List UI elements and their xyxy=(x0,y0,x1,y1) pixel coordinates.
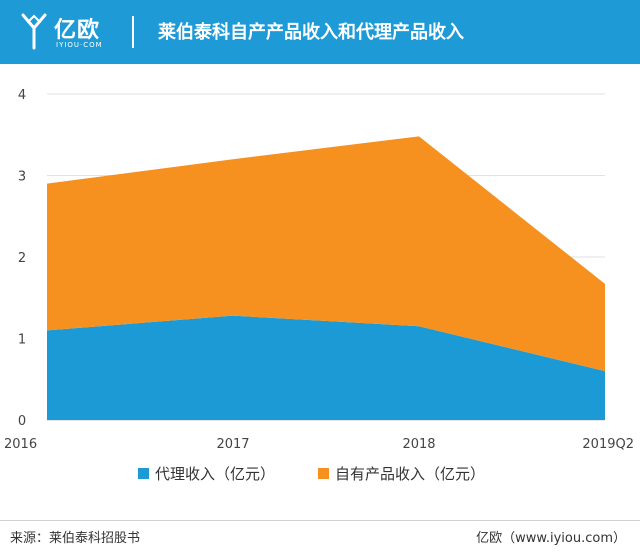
y-tick-label: 2 xyxy=(18,251,26,266)
x-tick-label: 2016 xyxy=(4,437,37,452)
legend-label-own: 自有产品收入（亿元） xyxy=(335,465,486,483)
y-axis-ticks: 0 1 2 3 4 xyxy=(18,88,26,429)
area-series xyxy=(47,136,605,420)
legend-item-agency: 代理收入（亿元） xyxy=(138,462,275,486)
x-tick-label: 2018 xyxy=(402,437,435,452)
chart-title: 莱伯泰科自产产品收入和代理产品收入 xyxy=(158,22,464,43)
area-chart: 0 1 2 3 4 2016 2017 2018 2019Q2 xyxy=(4,88,634,452)
legend-swatch-own xyxy=(318,468,329,479)
header-bar: 亿欧 IYIOU·COM 莱伯泰科自产产品收入和代理产品收入 xyxy=(0,0,640,64)
logo-text: 亿欧 xyxy=(54,18,101,43)
yiou-logo-icon xyxy=(21,13,47,50)
legend-item-own: 自有产品收入（亿元） xyxy=(318,462,485,486)
footer-divider xyxy=(0,520,640,521)
credit-note: 亿欧（www.iyiou.com） xyxy=(476,531,626,546)
header-divider xyxy=(132,16,134,48)
legend-label-agency: 代理收入（亿元） xyxy=(155,465,276,483)
y-tick-label: 1 xyxy=(18,333,26,348)
source-note: 来源：莱伯泰科招股书 xyxy=(10,531,141,546)
x-tick-label: 2019Q2 xyxy=(582,437,634,452)
y-tick-label: 0 xyxy=(18,414,26,429)
logo-subtext: IYIOU·COM xyxy=(56,41,103,49)
x-axis-ticks: 2016 2017 2018 2019Q2 xyxy=(4,437,634,452)
area-series-agency xyxy=(47,315,605,420)
y-tick-label: 3 xyxy=(18,170,26,185)
legend-swatch-agency xyxy=(138,468,149,479)
area-series-own xyxy=(47,136,605,372)
y-tick-label: 4 xyxy=(18,88,26,103)
legend: 代理收入（亿元） 自有产品收入（亿元） xyxy=(0,462,640,486)
x-tick-label: 2017 xyxy=(216,437,249,452)
